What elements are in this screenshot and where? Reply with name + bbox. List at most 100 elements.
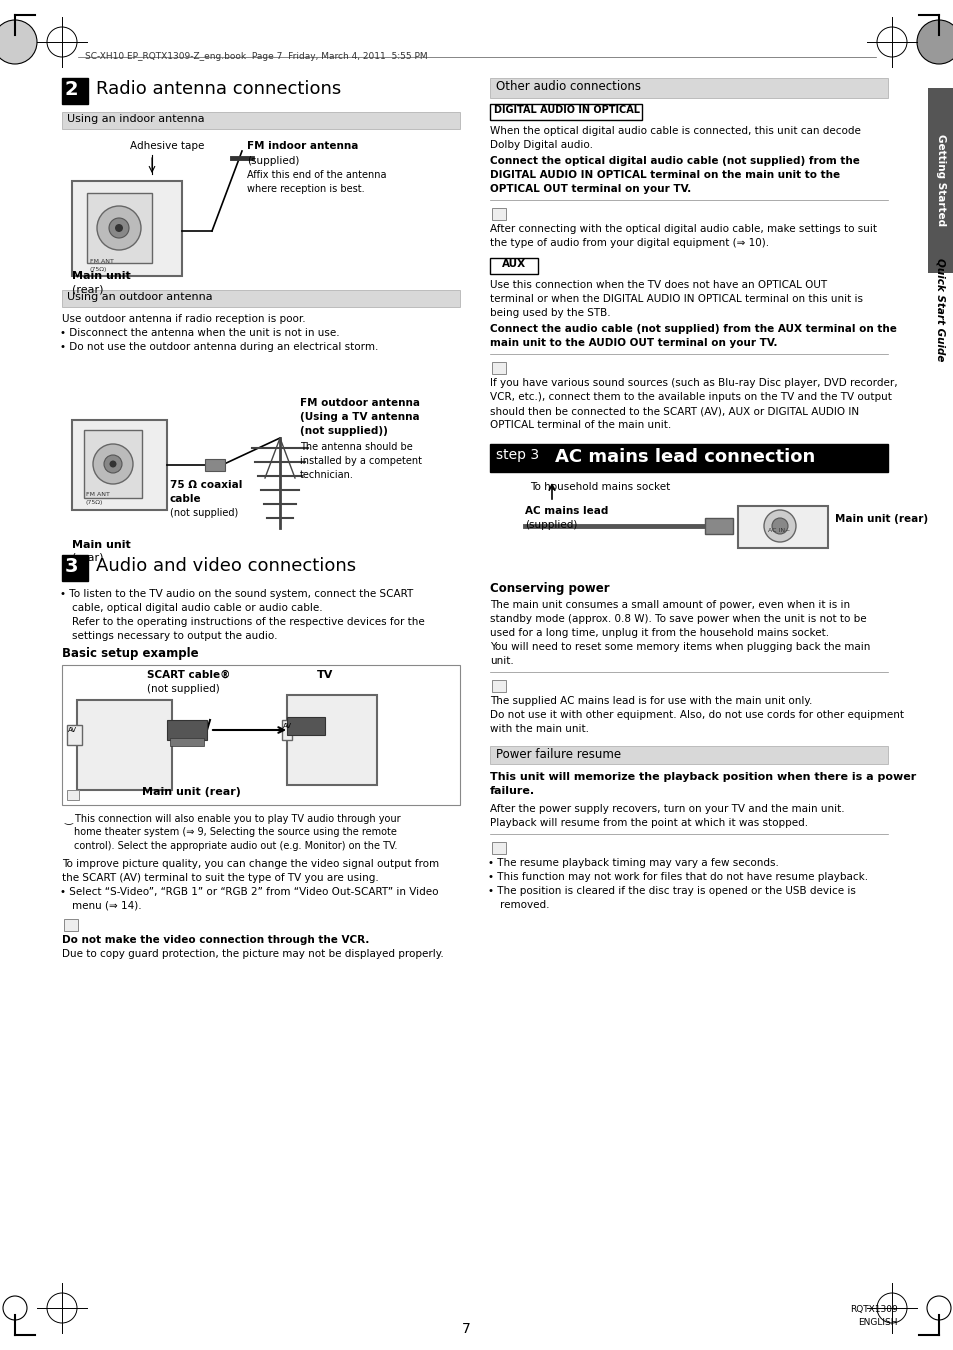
Text: Using an outdoor antenna: Using an outdoor antenna	[67, 292, 213, 302]
Text: Radio antenna connections: Radio antenna connections	[96, 80, 341, 99]
Text: FM ANT: FM ANT	[86, 491, 110, 497]
Text: (not supplied): (not supplied)	[147, 684, 219, 694]
Bar	[84, 431, 142, 498]
Text: To improve picture quality, you can change the video signal output from: To improve picture quality, you can chan…	[62, 859, 438, 869]
Bar	[62, 78, 88, 104]
Circle shape	[109, 217, 129, 238]
Bar	[64, 919, 78, 931]
Text: Other audio connections: Other audio connections	[496, 80, 640, 93]
Text: installed by a competent: installed by a competent	[299, 456, 421, 466]
Circle shape	[92, 444, 132, 485]
Text: with the main unit.: with the main unit.	[490, 724, 588, 734]
Text: (rear): (rear)	[71, 554, 103, 563]
Text: Main unit: Main unit	[71, 540, 131, 549]
Text: Using an indoor antenna: Using an indoor antenna	[67, 113, 204, 124]
Text: cable: cable	[170, 494, 201, 504]
Bar	[71, 181, 182, 275]
Bar	[71, 420, 167, 510]
Text: Playback will resume from the point at which it was stopped.: Playback will resume from the point at w…	[490, 818, 807, 828]
Text: (75Ω): (75Ω)	[90, 267, 108, 271]
Bar	[167, 720, 207, 740]
Text: The supplied AC mains lead is for use with the main unit only.: The supplied AC mains lead is for use wi…	[490, 697, 812, 706]
Text: ENGLISH: ENGLISH	[858, 1318, 897, 1327]
Text: used for a long time, unplug it from the household mains socket.: used for a long time, unplug it from the…	[490, 628, 828, 639]
Circle shape	[110, 460, 116, 467]
Bar	[62, 290, 459, 306]
Text: Dolby Digital audio.: Dolby Digital audio.	[490, 140, 593, 150]
Text: The antenna should be: The antenna should be	[299, 441, 413, 452]
Text: Affix this end of the antenna: Affix this end of the antenna	[247, 170, 386, 180]
Text: should then be connected to the SCART (AV), AUX or DIGITAL AUDIO IN: should then be connected to the SCART (A…	[490, 406, 859, 416]
Text: Do not make the video connection through the VCR.: Do not make the video connection through…	[62, 936, 369, 945]
Text: Refer to the operating instructions of the respective devices for the: Refer to the operating instructions of t…	[71, 617, 424, 626]
Text: standby mode (approx. 0.8 W). To save power when the unit is not to be: standby mode (approx. 0.8 W). To save po…	[490, 614, 865, 624]
Bar	[490, 258, 537, 274]
Bar	[492, 842, 505, 855]
Text: After connecting with the optical digital audio cable, make settings to suit: After connecting with the optical digita…	[490, 224, 876, 234]
Text: Use this connection when the TV does not have an OPTICAL OUT: Use this connection when the TV does not…	[490, 279, 826, 290]
Text: AC IN~: AC IN~	[767, 528, 789, 533]
Text: 2: 2	[65, 80, 78, 99]
Text: Connect the optical digital audio cable (not supplied) from the: Connect the optical digital audio cable …	[490, 157, 859, 166]
Text: 3: 3	[65, 558, 78, 576]
Text: • Do not use the outdoor antenna during an electrical storm.: • Do not use the outdoor antenna during …	[60, 342, 378, 352]
Text: failure.: failure.	[490, 786, 535, 796]
Bar	[490, 78, 887, 99]
Text: Basic setup example: Basic setup example	[62, 647, 198, 660]
Text: RQTX1309: RQTX1309	[849, 1305, 897, 1314]
Text: FM indoor antenna: FM indoor antenna	[247, 140, 358, 151]
Text: SCART cable®: SCART cable®	[147, 670, 230, 680]
Text: OPTICAL OUT terminal on your TV.: OPTICAL OUT terminal on your TV.	[490, 184, 691, 194]
Circle shape	[771, 518, 787, 535]
Circle shape	[916, 20, 953, 63]
Text: Do not use it with other equipment. Also, do not use cords for other equipment: Do not use it with other equipment. Also…	[490, 710, 903, 720]
Text: (not supplied): (not supplied)	[170, 508, 238, 518]
Bar	[77, 701, 172, 790]
Text: Quick Start Guide: Quick Start Guide	[935, 258, 945, 362]
Bar	[490, 747, 887, 764]
Text: home theater system (⇒ 9, Selecting the source using the remote: home theater system (⇒ 9, Selecting the …	[74, 828, 396, 837]
Bar	[927, 88, 953, 273]
Text: Main unit (rear): Main unit (rear)	[142, 787, 240, 796]
Text: Use outdoor antenna if radio reception is poor.: Use outdoor antenna if radio reception i…	[62, 315, 305, 324]
Text: AV: AV	[283, 724, 292, 729]
Text: Main unit (rear): Main unit (rear)	[834, 514, 927, 524]
Text: Audio and video connections: Audio and video connections	[96, 558, 355, 575]
Text: being used by the STB.: being used by the STB.	[490, 308, 610, 319]
Bar	[492, 680, 505, 693]
Bar	[282, 720, 292, 740]
Text: ‿ This connection will also enable you to play TV audio through your: ‿ This connection will also enable you t…	[64, 813, 400, 823]
Circle shape	[0, 20, 37, 63]
Text: This unit will memorize the playback position when there is a power: This unit will memorize the playback pos…	[490, 772, 915, 782]
Bar	[67, 725, 82, 745]
Text: • Select “S-Video”, “RGB 1” or “RGB 2” from “Video Out-SCART” in Video: • Select “S-Video”, “RGB 1” or “RGB 2” f…	[60, 887, 438, 896]
Text: (rear): (rear)	[71, 284, 103, 294]
Text: 7: 7	[461, 1322, 470, 1336]
Bar	[490, 444, 887, 472]
Text: AUX: AUX	[501, 259, 525, 269]
Text: AV: AV	[68, 728, 77, 733]
Text: • Disconnect the antenna when the unit is not in use.: • Disconnect the antenna when the unit i…	[60, 328, 339, 338]
Text: cable, optical digital audio cable or audio cable.: cable, optical digital audio cable or au…	[71, 603, 322, 613]
Bar	[287, 695, 376, 784]
Text: DIGITAL AUDIO IN OPTICAL terminal on the main unit to the: DIGITAL AUDIO IN OPTICAL terminal on the…	[490, 170, 840, 180]
Circle shape	[115, 224, 123, 232]
Bar	[87, 193, 152, 263]
Text: OPTICAL terminal of the main unit.: OPTICAL terminal of the main unit.	[490, 420, 671, 431]
Text: step 3: step 3	[496, 448, 538, 462]
Text: terminal or when the DIGITAL AUDIO IN OPTICAL terminal on this unit is: terminal or when the DIGITAL AUDIO IN OP…	[490, 294, 862, 304]
Text: (Using a TV antenna: (Using a TV antenna	[299, 412, 419, 423]
Text: (75Ω): (75Ω)	[86, 500, 103, 505]
Text: If you have various sound sources (such as Blu-ray Disc player, DVD recorder,: If you have various sound sources (such …	[490, 378, 897, 387]
Text: the type of audio from your digital equipment (⇒ 10).: the type of audio from your digital equi…	[490, 238, 768, 248]
Bar	[170, 738, 204, 747]
Bar	[704, 518, 732, 535]
Text: Conserving power: Conserving power	[490, 582, 609, 595]
Text: technician.: technician.	[299, 470, 354, 481]
Text: settings necessary to output the audio.: settings necessary to output the audio.	[71, 630, 277, 641]
Text: Connect the audio cable (not supplied) from the AUX terminal on the: Connect the audio cable (not supplied) f…	[490, 324, 896, 333]
Text: Getting Started: Getting Started	[935, 134, 945, 225]
Bar	[67, 790, 79, 801]
Text: • This function may not work for files that do not have resume playback.: • This function may not work for files t…	[488, 872, 867, 882]
Bar	[492, 362, 505, 374]
